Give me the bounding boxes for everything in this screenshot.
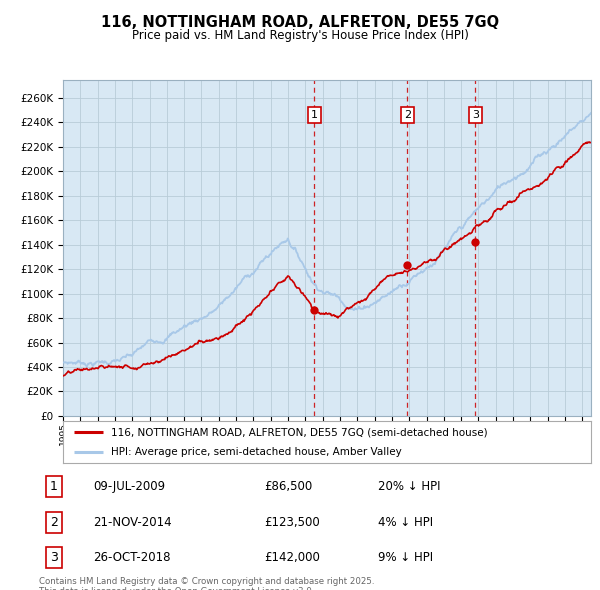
Text: 1: 1 xyxy=(50,480,58,493)
Text: 9% ↓ HPI: 9% ↓ HPI xyxy=(378,551,433,564)
Text: 21-NOV-2014: 21-NOV-2014 xyxy=(93,516,172,529)
Text: £123,500: £123,500 xyxy=(264,516,320,529)
Text: 2: 2 xyxy=(404,110,411,120)
Text: 20% ↓ HPI: 20% ↓ HPI xyxy=(378,480,440,493)
Text: £86,500: £86,500 xyxy=(264,480,312,493)
Text: 3: 3 xyxy=(50,551,58,564)
Text: Price paid vs. HM Land Registry's House Price Index (HPI): Price paid vs. HM Land Registry's House … xyxy=(131,29,469,42)
Text: £142,000: £142,000 xyxy=(264,551,320,564)
Text: Contains HM Land Registry data © Crown copyright and database right 2025.
This d: Contains HM Land Registry data © Crown c… xyxy=(39,577,374,590)
Text: 1: 1 xyxy=(311,110,318,120)
Text: 09-JUL-2009: 09-JUL-2009 xyxy=(93,480,165,493)
Text: 4% ↓ HPI: 4% ↓ HPI xyxy=(378,516,433,529)
Text: 116, NOTTINGHAM ROAD, ALFRETON, DE55 7GQ: 116, NOTTINGHAM ROAD, ALFRETON, DE55 7GQ xyxy=(101,15,499,30)
Text: 3: 3 xyxy=(472,110,479,120)
Text: HPI: Average price, semi-detached house, Amber Valley: HPI: Average price, semi-detached house,… xyxy=(110,447,401,457)
Text: 26-OCT-2018: 26-OCT-2018 xyxy=(93,551,170,564)
Text: 116, NOTTINGHAM ROAD, ALFRETON, DE55 7GQ (semi-detached house): 116, NOTTINGHAM ROAD, ALFRETON, DE55 7GQ… xyxy=(110,427,487,437)
Text: 2: 2 xyxy=(50,516,58,529)
